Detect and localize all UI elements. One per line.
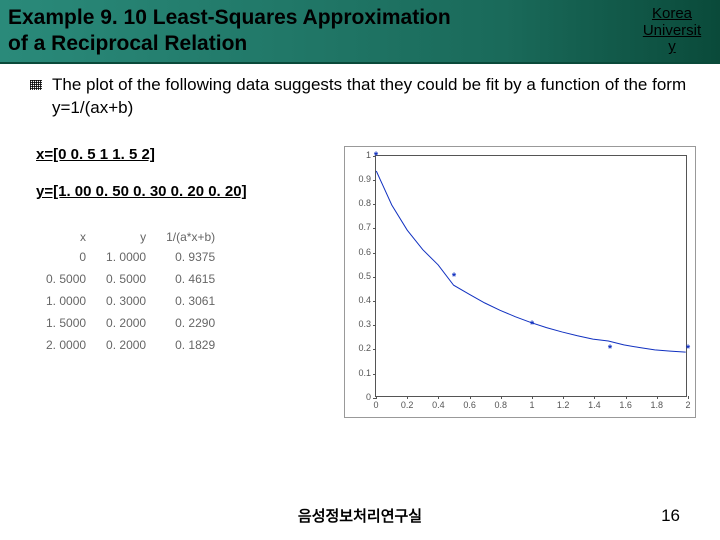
x-tick-mark — [438, 396, 439, 399]
curve-svg — [376, 156, 686, 396]
y-tick-mark — [373, 204, 376, 205]
page-number: 16 — [661, 506, 680, 526]
x-tick-mark — [688, 396, 689, 399]
y-tick-label: 0.2 — [347, 343, 371, 353]
y-tick-mark — [373, 228, 376, 229]
th-fit: 1/(a*x+b) — [156, 228, 225, 246]
uni-2: Universit — [643, 22, 701, 39]
table-cell: 2. 0000 — [36, 334, 96, 356]
bullet-icon — [30, 80, 42, 90]
footer-lab: 음성정보처리연구실 — [298, 505, 422, 526]
scatter-point: * — [608, 343, 612, 355]
x-tick-label: 1.8 — [651, 400, 664, 410]
y-tick-label: 0.5 — [347, 271, 371, 281]
chart: 0 0.2 0.4 0.6 0.8 1 1.2 1.4 1.6 1.8 2 * * * * * 0 0.1 0.2… — [344, 146, 696, 418]
x-tick-mark — [376, 396, 377, 399]
x-tick-label: 1 — [529, 400, 534, 410]
x-tick-label: 0 — [373, 400, 378, 410]
table-row: 1. 00000. 30000. 3061 — [36, 290, 225, 312]
y-tick-label: 0.3 — [347, 319, 371, 329]
plot-area: 00.20.40.60.811.21.41.61.82***** — [375, 155, 687, 397]
table-row: 01. 00000. 9375 — [36, 246, 225, 268]
y-tick-mark — [373, 349, 376, 350]
x-tick-mark — [626, 396, 627, 399]
university-label: Korea Universit y — [632, 6, 712, 56]
x-tick-mark — [407, 396, 408, 399]
title-line1: Example 9. 10 Least-Squares Approximatio… — [8, 6, 451, 29]
x-tick-mark — [532, 396, 533, 399]
slide-header: Example 9. 10 Least-Squares Approximatio… — [0, 0, 720, 64]
paragraph: The plot of the following data suggests … — [52, 74, 700, 120]
y-tick-label: 0.6 — [347, 247, 371, 257]
table-cell: 0. 5000 — [96, 268, 156, 290]
table-cell: 0. 3000 — [96, 290, 156, 312]
x-tick-mark — [501, 396, 502, 399]
x-tick-label: 1.6 — [619, 400, 632, 410]
table-cell: 0 — [36, 246, 96, 268]
table-cell: 1. 0000 — [96, 246, 156, 268]
y-tick-label: 0 — [347, 392, 371, 402]
th-x: x — [36, 228, 96, 246]
table-cell: 1. 5000 — [36, 312, 96, 334]
y-tick-label: 0.8 — [347, 198, 371, 208]
table-cell: 0. 2000 — [96, 312, 156, 334]
y-tick-mark — [373, 180, 376, 181]
y-tick-mark — [373, 301, 376, 302]
title-line2: of a Reciprocal Relation — [8, 32, 247, 55]
content-row: x=[0 0. 5 1 1. 5 2] y=[1. 00 0. 50 0. 30… — [30, 146, 700, 418]
table-row: 0. 50000. 50000. 4615 — [36, 268, 225, 290]
scatter-point: * — [374, 150, 378, 162]
x-tick-mark — [594, 396, 595, 399]
x-tick-mark — [470, 396, 471, 399]
table-cell: 0. 2000 — [96, 334, 156, 356]
slide-title: Example 9. 10 Least-Squares Approximatio… — [8, 5, 632, 58]
scatter-point: * — [530, 319, 534, 331]
table-cell: 0. 5000 — [36, 268, 96, 290]
y-tick-mark — [373, 253, 376, 254]
x-tick-label: 1.2 — [557, 400, 570, 410]
x-tick-label: 0.6 — [463, 400, 476, 410]
uni-3: y — [668, 38, 676, 55]
y-tick-label: 0.1 — [347, 368, 371, 378]
table-cell: 0. 9375 — [156, 246, 225, 268]
x-array: x=[0 0. 5 1 1. 5 2] — [36, 146, 326, 163]
th-y: y — [96, 228, 156, 246]
bullet-row: The plot of the following data suggests … — [30, 74, 700, 120]
table-header-row: x y 1/(a*x+b) — [36, 228, 225, 246]
x-tick-label: 0.4 — [432, 400, 445, 410]
table-cell: 0. 1829 — [156, 334, 225, 356]
uni-1: Korea — [652, 5, 692, 22]
data-table: x y 1/(a*x+b) 01. 00000. 93750. 50000. 5… — [36, 228, 225, 356]
y-tick-label: 0.7 — [347, 222, 371, 232]
x-tick-label: 2 — [685, 400, 690, 410]
slide-body: The plot of the following data suggests … — [0, 64, 720, 418]
x-tick-mark — [657, 396, 658, 399]
y-tick-label: 0.9 — [347, 174, 371, 184]
table-cell: 0. 3061 — [156, 290, 225, 312]
x-tick-label: 1.4 — [588, 400, 601, 410]
scatter-point: * — [686, 343, 690, 355]
y-array: y=[1. 00 0. 50 0. 30 0. 20 0. 20] — [36, 183, 326, 200]
table-row: 1. 50000. 20000. 2290 — [36, 312, 225, 334]
x-tick-label: 0.2 — [401, 400, 414, 410]
y-tick-mark — [373, 277, 376, 278]
left-column: x=[0 0. 5 1 1. 5 2] y=[1. 00 0. 50 0. 30… — [30, 146, 326, 418]
y-tick-label: 1 — [347, 150, 371, 160]
table-row: 2. 00000. 20000. 1829 — [36, 334, 225, 356]
x-tick-label: 0.8 — [495, 400, 508, 410]
y-tick-mark — [373, 325, 376, 326]
table-cell: 1. 0000 — [36, 290, 96, 312]
table-cell: 0. 2290 — [156, 312, 225, 334]
y-tick-mark — [373, 374, 376, 375]
x-tick-mark — [563, 396, 564, 399]
table-cell: 0. 4615 — [156, 268, 225, 290]
y-tick-label: 0.4 — [347, 295, 371, 305]
scatter-point: * — [452, 271, 456, 283]
